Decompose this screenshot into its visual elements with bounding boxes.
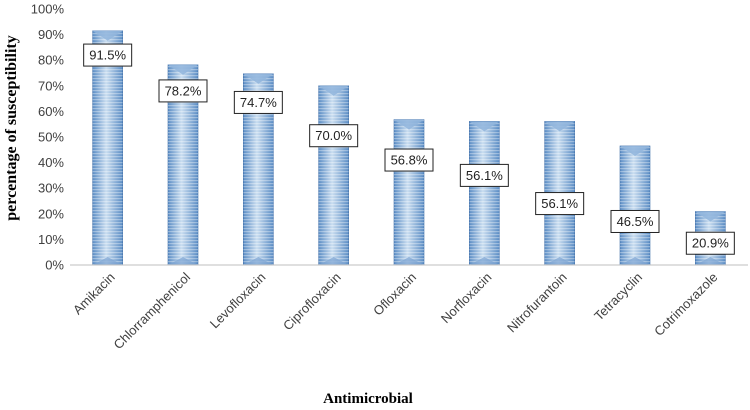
data-label-box <box>459 163 509 187</box>
data-label-text: 56.8% <box>391 153 428 168</box>
x-tick-label: Ciprofloxacin <box>280 270 344 334</box>
x-tick-label: Nitrofurantoin <box>504 270 570 336</box>
y-tick-label: 20% <box>38 206 64 221</box>
x-tick-label: Chlorramphenicol <box>110 269 193 352</box>
bar-norfloxacin <box>469 121 500 266</box>
bar-texture <box>469 121 500 265</box>
data-label-text: 91.5% <box>89 48 126 63</box>
x-tick-label: Levofloxacin <box>207 270 269 332</box>
bar-base <box>318 257 349 265</box>
data-label-text: 56.1% <box>466 168 503 183</box>
bar-cap <box>620 145 650 156</box>
data-label: 46.5% <box>610 209 660 233</box>
bar-base <box>168 257 198 265</box>
data-label-text: 70.0% <box>315 128 352 143</box>
bar-cap <box>243 73 274 84</box>
bar-ciprofloxacin <box>318 85 349 266</box>
bar-base <box>620 257 650 265</box>
bar-base <box>243 257 274 265</box>
x-tick-label: Norfloxacin <box>438 270 495 327</box>
data-label: 70.0% <box>309 124 359 148</box>
y-tick-label: 50% <box>38 130 64 145</box>
data-label-box <box>158 79 208 103</box>
data-label: 91.5% <box>83 43 133 67</box>
y-tick-label: 90% <box>38 27 64 42</box>
data-label-box <box>83 43 133 67</box>
x-tick-label: Ofloxacin <box>370 270 419 319</box>
data-label: 20.9% <box>685 231 735 255</box>
x-tick-label: Amikacin <box>70 270 118 318</box>
bar-cap <box>469 121 500 132</box>
data-label: 56.1% <box>459 163 509 187</box>
data-label-box <box>685 231 735 255</box>
data-label-text: 46.5% <box>617 214 654 229</box>
bar-cap <box>168 64 198 75</box>
y-tick-label: 30% <box>38 181 64 196</box>
data-label: 78.2% <box>158 79 208 103</box>
data-label-text: 78.2% <box>165 83 202 98</box>
bar-tetracyclin <box>619 145 651 266</box>
y-tick-label: 40% <box>38 155 64 170</box>
bar-texture <box>92 30 123 266</box>
data-label-text: 20.9% <box>692 236 729 251</box>
bar-cap <box>318 85 349 96</box>
x-axis-title: Antimicrobial <box>323 391 413 407</box>
y-tick-label: 60% <box>38 104 64 119</box>
bar-cap <box>695 211 726 222</box>
bar-texture <box>620 145 650 265</box>
data-label-box <box>535 192 585 216</box>
y-tick-label: 0% <box>45 258 64 273</box>
y-axis-title: percentage of susceptibility <box>3 35 20 220</box>
bar-texture <box>394 119 424 265</box>
data-label: 56.8% <box>384 148 434 172</box>
bar-texture <box>318 85 349 265</box>
y-tick-label: 80% <box>38 53 64 68</box>
y-tick-label: 70% <box>38 78 64 93</box>
bar-base <box>394 257 424 265</box>
bar-base <box>695 257 726 265</box>
bar-cap <box>394 119 424 130</box>
bar-base <box>92 257 123 265</box>
data-label-text: 74.7% <box>240 95 277 110</box>
bar-cap <box>544 121 575 132</box>
data-label-text: 56.1% <box>541 196 578 211</box>
data-label: 74.7% <box>233 90 283 114</box>
y-tick-label: 10% <box>38 232 64 247</box>
bar-ofloxacin <box>393 119 425 266</box>
y-tick-label: 100% <box>31 2 65 17</box>
data-label-box <box>233 90 283 114</box>
data-label-box <box>384 148 434 172</box>
data-label: 56.1% <box>535 192 585 216</box>
bar-amikacin <box>92 30 123 266</box>
bar-base <box>469 257 500 265</box>
bar-cap <box>92 30 123 41</box>
data-label-box <box>309 124 359 148</box>
data-label-box <box>610 209 660 233</box>
x-tick-label: Cotrimoxazole <box>651 270 720 339</box>
x-tick-label: Tetracyclin <box>591 270 645 324</box>
bar-base <box>544 257 575 265</box>
